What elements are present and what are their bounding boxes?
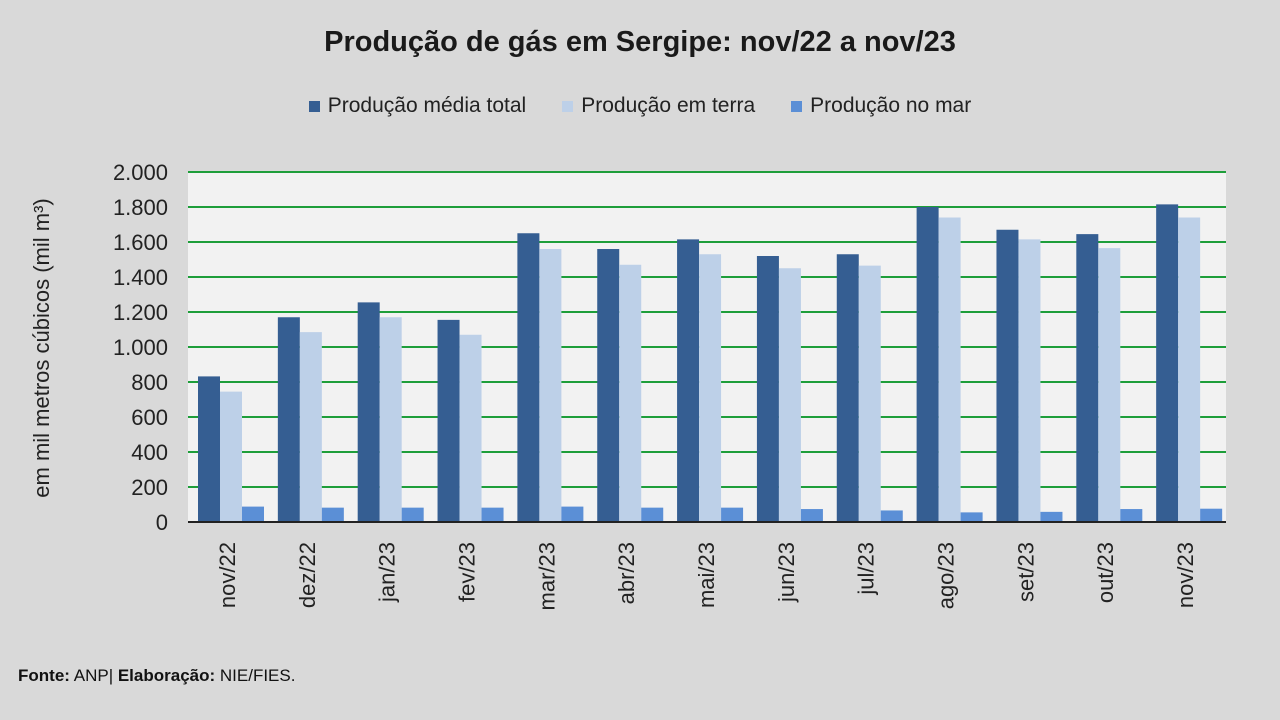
bar — [561, 506, 584, 522]
y-tick-label: 400 — [131, 440, 168, 465]
bar — [1156, 204, 1179, 522]
x-tick-label: jun/23 — [774, 542, 799, 603]
bar — [836, 254, 859, 522]
bar — [756, 256, 779, 522]
x-tick-label: jul/23 — [854, 542, 879, 596]
bar — [1018, 239, 1041, 522]
y-tick-label: 1.400 — [113, 265, 168, 290]
y-tick-label: 600 — [131, 405, 168, 430]
legend-swatch-terra — [562, 100, 574, 112]
x-tick-label: nov/23 — [1173, 542, 1198, 608]
bar — [539, 249, 562, 522]
bar — [858, 265, 881, 522]
bar — [960, 512, 983, 522]
x-tick-label: ago/23 — [934, 542, 959, 609]
x-tick-label: out/23 — [1093, 542, 1118, 603]
legend-item-terra: Produção em terra — [562, 94, 755, 118]
x-tick-label: dez/22 — [295, 542, 320, 608]
bar — [800, 509, 823, 522]
y-tick-label: 2.000 — [113, 160, 168, 185]
bar — [481, 507, 504, 522]
legend-label-mar: Produção no mar — [810, 94, 972, 117]
bar — [1200, 508, 1223, 522]
bar — [242, 506, 264, 522]
x-tick-label: jan/23 — [375, 542, 400, 603]
bar — [916, 207, 939, 522]
bar — [1178, 217, 1201, 522]
y-tick-label: 0 — [156, 510, 168, 535]
y-tick-label: 800 — [131, 370, 168, 395]
legend: Produção média total Produção em terra P… — [0, 94, 1280, 118]
bar — [938, 217, 961, 522]
x-tick-label: abr/23 — [614, 542, 639, 604]
x-tick-label: fev/23 — [454, 542, 479, 602]
legend-label-total: Produção média total — [327, 94, 527, 117]
source-value: ANP| — [73, 666, 114, 685]
x-tick-label: set/23 — [1013, 542, 1038, 602]
bar — [299, 332, 322, 522]
y-tick-label: 1.200 — [113, 300, 168, 325]
bar — [699, 254, 722, 522]
elaboration-value: NIE/FIES. — [219, 666, 296, 685]
legend-swatch-mar — [791, 100, 803, 112]
source-label: Fonte: — [18, 666, 70, 685]
legend-item-mar: Produção no mar — [791, 94, 971, 118]
bar — [459, 334, 482, 522]
bar — [778, 268, 801, 522]
elaboration-label: Elaboração: — [117, 666, 216, 685]
bar — [357, 302, 380, 522]
source-note: Fonte: ANP| Elaboração: NIE/FIES. — [18, 666, 295, 686]
bar — [1098, 248, 1121, 522]
chart-title: Produção de gás em Sergipe: nov/22 a nov… — [324, 26, 956, 58]
bar — [277, 317, 300, 522]
x-tick-label: mar/23 — [534, 542, 559, 610]
bar — [517, 233, 540, 522]
bar — [401, 507, 424, 522]
legend-item-total: Produção média total — [308, 94, 527, 118]
bar — [619, 264, 642, 522]
bar — [220, 391, 242, 522]
bar — [1076, 234, 1099, 522]
bar — [996, 229, 1019, 522]
bar — [437, 319, 460, 522]
bar — [321, 507, 344, 522]
bar — [597, 249, 620, 522]
y-tick-label: 1.800 — [113, 195, 168, 220]
y-tick-label: 1.000 — [113, 335, 168, 360]
bar — [721, 507, 744, 522]
bar — [1120, 509, 1143, 522]
legend-label-terra: Produção em terra — [581, 94, 756, 117]
bar — [1040, 511, 1063, 522]
x-tick-label: nov/22 — [215, 542, 240, 608]
y-tick-label: 1.600 — [113, 230, 168, 255]
bar — [198, 376, 220, 522]
x-tick-label: mai/23 — [694, 542, 719, 608]
bar — [379, 317, 402, 522]
y-tick-label: 200 — [131, 475, 168, 500]
bar — [677, 239, 700, 522]
legend-swatch-total — [308, 100, 320, 112]
bar — [641, 507, 664, 522]
bar — [880, 510, 903, 522]
